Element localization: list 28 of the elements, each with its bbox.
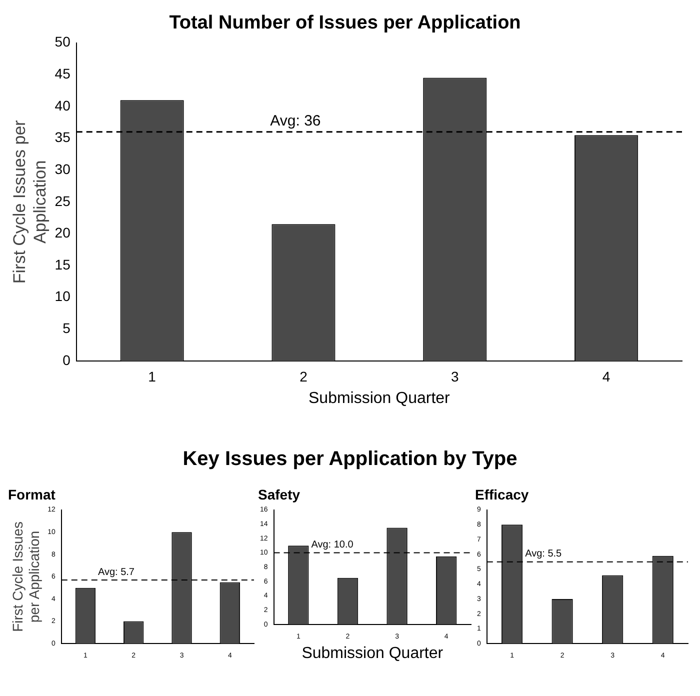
y-axis-title: First Cycle Issues per Application: [9, 521, 42, 632]
x-axis-title: Submission Quarter: [302, 644, 444, 662]
x-tick-label: 2: [300, 368, 308, 384]
y-tick-label: 10: [54, 288, 71, 304]
ref-line-label: Avg: 5.5: [525, 548, 562, 560]
ref-line-label: Avg: 10.0: [311, 540, 354, 551]
ref-line-label: Avg: 5.7: [98, 566, 135, 578]
y-tick-label: 35: [54, 129, 71, 146]
y-tick-label: 15: [54, 256, 71, 272]
y-tick-label: 50: [54, 34, 71, 50]
x-tick-label: 4: [602, 368, 610, 384]
ref-line-label: Avg: 36: [270, 112, 321, 130]
x-tick-label: 1: [148, 368, 156, 384]
y-tick-label: 0: [62, 352, 71, 368]
y-tick-label: 45: [54, 65, 71, 82]
y-tick-label: 5: [62, 320, 71, 336]
x-tick-label: 3: [450, 368, 459, 384]
y-tick-label: 20: [54, 224, 71, 241]
y-axis-title: First Cycle Issues per Application: [10, 120, 50, 284]
y-tick-label: 30: [54, 160, 71, 177]
y-tick-label: 25: [54, 192, 71, 209]
chart-title: Total Number of Issues per Application: [169, 12, 521, 34]
chart-subtitle: Format: [8, 486, 56, 502]
chart-title: Efficacy: [475, 486, 529, 502]
chart-title: Safety: [258, 486, 300, 502]
text: Key Issues per Application by Type: [182, 448, 518, 471]
x-axis-title: Submission Quarter: [308, 390, 451, 407]
y-tick-label: 40: [54, 97, 71, 114]
